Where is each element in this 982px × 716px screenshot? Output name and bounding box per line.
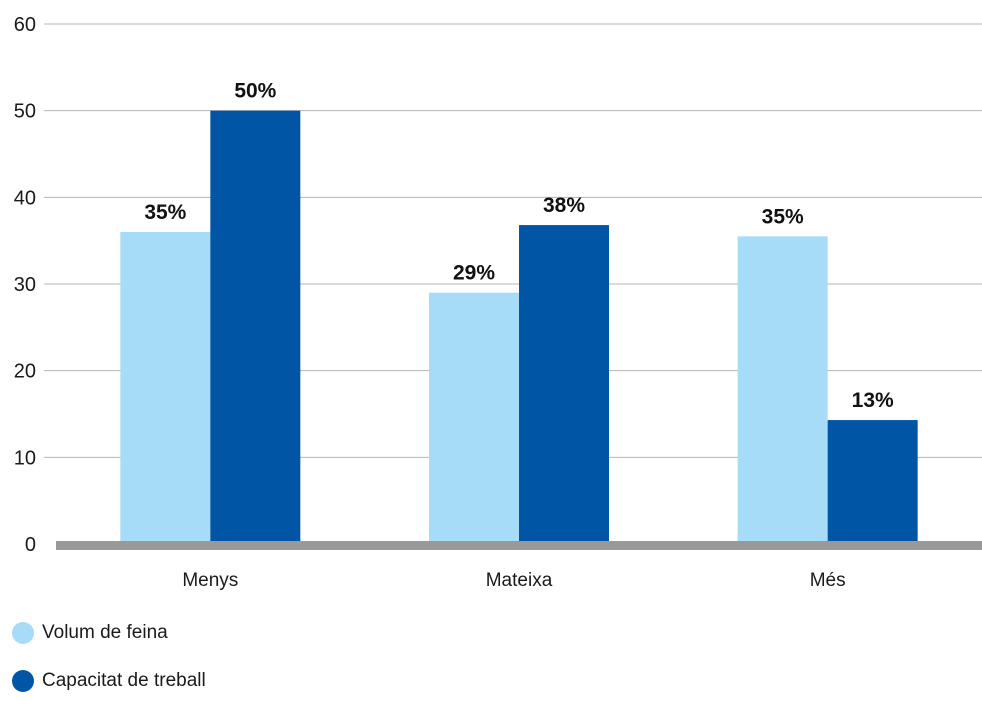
x-category-label: Menys: [182, 570, 238, 591]
legend-item-volum: Volum de feina: [12, 620, 206, 646]
x-category-label: Més: [810, 570, 846, 591]
y-tick-label: 30: [14, 274, 36, 296]
y-tick-label: 10: [14, 447, 36, 469]
x-category-label: Mateixa: [486, 570, 553, 591]
data-labels: 35% 50% 29% 38% 35% 13%: [144, 80, 894, 412]
y-tick-label: 40: [14, 187, 36, 209]
bar-0-0: [120, 232, 211, 544]
data-label: 13%: [852, 389, 894, 412]
legend-item-capacitat: Capacitat de treball: [12, 668, 206, 694]
x-axis-baseline: [56, 541, 982, 550]
legend-swatch: [12, 622, 34, 644]
data-label: 35%: [144, 201, 186, 224]
legend-label: Capacitat de treball: [42, 670, 206, 691]
bar-0-1: [429, 292, 519, 544]
bar-1-1: [519, 225, 609, 545]
bar-chart: 0 10 20 30 40 50 60 35% 50% 29% 38% 35% 13% Menys Ma…: [14, 14, 982, 591]
x-axis: Menys Mateixa Més: [56, 541, 982, 591]
bar-1-0: [210, 110, 301, 545]
bars: [120, 110, 918, 545]
data-label: 50%: [234, 80, 276, 103]
y-tick-label: 20: [14, 361, 36, 383]
legend: Volum de feina Capacitat de treball: [12, 620, 206, 716]
y-tick-label: 50: [14, 101, 36, 123]
data-label: 29%: [453, 262, 495, 285]
y-tick-label: 0: [25, 534, 36, 556]
y-axis: 0 10 20 30 40 50 60: [14, 14, 36, 556]
legend-label: Volum de feina: [42, 622, 168, 643]
data-label: 35%: [762, 205, 804, 228]
y-tick-label: 60: [14, 14, 36, 36]
legend-swatch: [12, 670, 34, 692]
data-label: 38%: [543, 194, 585, 217]
bar-0-2: [737, 236, 828, 545]
bar-1-2: [827, 420, 918, 544]
